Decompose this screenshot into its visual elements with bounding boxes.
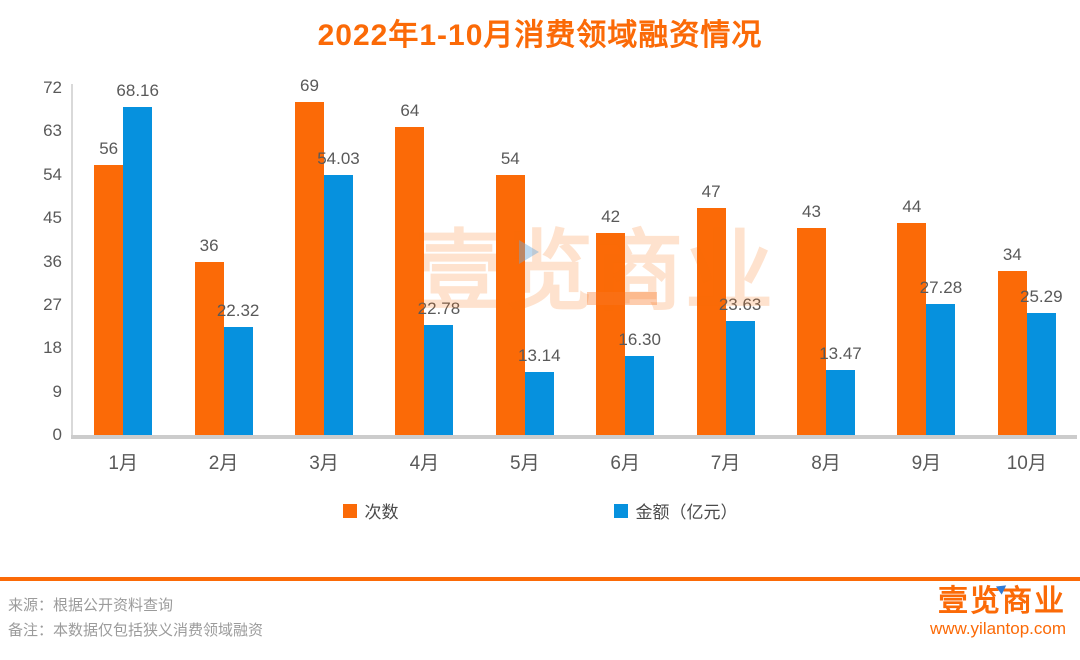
bar-count (897, 222, 927, 435)
bar-value-label: 47 (701, 182, 721, 202)
footer-source: 来源：根据公开资料查询 (8, 597, 174, 614)
brand-logo: 壹览商业 (938, 581, 1066, 619)
bar-count (94, 165, 124, 435)
bar-amount (223, 327, 253, 435)
bar-count (495, 174, 525, 435)
bar-value-label: 69 (300, 76, 319, 96)
bar-value-label: 25.29 (1020, 287, 1063, 307)
bar-count (997, 271, 1027, 435)
bar-value-label: 54.03 (317, 148, 360, 168)
orange-divider (0, 577, 1080, 581)
y-axis-tick-label: 9 (52, 381, 62, 401)
bar-value-label: 56 (99, 139, 119, 159)
bar-count (696, 208, 726, 435)
legend-item-count: 次数 (342, 498, 399, 523)
legend: 次数 金额（亿元） (0, 498, 1080, 523)
bar-amount (625, 356, 655, 435)
brand-website: www.yilantop.com (929, 619, 1066, 638)
page-title: 2022年1-10月消费领域融资情况 (317, 19, 763, 52)
y-axis-tick-label: 72 (43, 78, 62, 97)
bar-value-label: 64 (400, 100, 420, 120)
bar-amount (524, 371, 554, 435)
bar-value-label: 54 (500, 148, 520, 168)
x-axis-label: 2月 (208, 453, 239, 474)
x-axis-label: 8月 (811, 453, 841, 474)
y-axis-line (71, 84, 73, 437)
bar-value-label: 23.63 (718, 295, 762, 315)
bar-amount (123, 106, 153, 435)
y-axis-tick-label: 18 (43, 338, 62, 358)
x-axis-label: 1月 (108, 453, 138, 474)
bar-count (194, 261, 224, 435)
x-axis-label: 3月 (309, 453, 339, 474)
legend-swatch-count (342, 503, 357, 518)
bar-value-label: 36 (199, 235, 219, 255)
bar-value-label: 43 (802, 201, 821, 221)
legend-item-amount: 金额（亿元） (613, 498, 738, 523)
bar-value-label: 42 (601, 206, 621, 226)
bar-value-label: 27.28 (919, 277, 963, 297)
footer-note: 备注：本数据仅包括狭义消费领域融资 (8, 622, 264, 639)
bar-value-label: 68.16 (116, 80, 159, 100)
bar-amount (725, 321, 755, 435)
bar-amount (424, 325, 454, 435)
y-axis-tick-label: 36 (43, 251, 62, 271)
bar-value-label: 44 (902, 196, 922, 216)
legend-label-amount: 金额（亿元） (635, 503, 738, 522)
y-axis-tick-label: 63 (43, 121, 62, 141)
bar-amount (324, 174, 353, 435)
legend-label-count: 次数 (364, 503, 399, 522)
x-axis-label: 6月 (610, 453, 640, 474)
bar-amount (826, 370, 855, 435)
y-axis-tick-label: 54 (43, 164, 62, 184)
bar-count (596, 232, 626, 435)
bar-value-label: 16.30 (618, 330, 661, 350)
bar-amount (1026, 313, 1056, 435)
bar-count (295, 102, 324, 435)
bar-value-label: 22.32 (216, 301, 260, 321)
x-axis-label: 5月 (510, 453, 540, 474)
brand-logo-text: 壹览商业 (938, 585, 1066, 618)
bar-value-label: 13.14 (518, 345, 561, 365)
y-axis-tick-label: 0 (52, 425, 62, 444)
x-axis-label: 10月 (1006, 453, 1047, 474)
x-axis-label: 9月 (911, 453, 942, 474)
x-axis-label: 7月 (710, 453, 741, 474)
bar-count (395, 126, 425, 435)
bar-value-label: 13.47 (819, 344, 862, 364)
x-axis-baseline (71, 435, 1077, 439)
bar-value-label: 34 (1002, 245, 1022, 265)
brand-block: 壹览商业 www.yilantop.com (929, 581, 1066, 639)
bar-count (797, 227, 826, 435)
legend-swatch-amount (613, 503, 628, 518)
x-axis-label: 4月 (409, 453, 440, 474)
bar-value-label: 22.78 (417, 299, 461, 319)
footer-notes: 来源：根据公开资料查询 备注：本数据仅包括狭义消费领域融资 (8, 593, 263, 643)
bar-amount (926, 303, 956, 435)
y-axis-tick-label: 45 (43, 208, 62, 228)
y-axis-tick-label: 27 (43, 294, 62, 314)
